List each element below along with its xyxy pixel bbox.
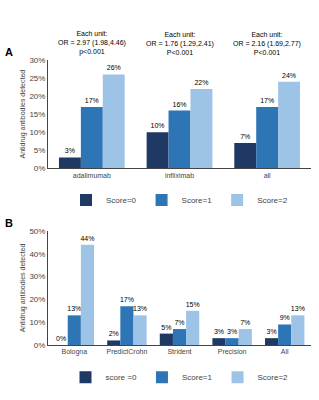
svg-text:5%: 5% <box>34 146 46 155</box>
svg-text:22%: 22% <box>194 79 208 86</box>
svg-text:44%: 44% <box>80 235 94 242</box>
svg-text:40%: 40% <box>29 250 45 259</box>
svg-text:7%: 7% <box>174 319 184 326</box>
svg-text:Score=1: Score=1 <box>182 373 213 382</box>
svg-text:Score=0: Score=0 <box>106 196 137 205</box>
svg-text:0%: 0% <box>34 341 46 350</box>
svg-text:Each unit:OR = 1.76 (1.29,2.41: Each unit:OR = 1.76 (1.29,2.41)P<0.001 <box>146 31 214 56</box>
svg-text:7%: 7% <box>240 319 250 326</box>
svg-text:10%: 10% <box>29 128 45 137</box>
svg-text:17%: 17% <box>120 296 134 303</box>
svg-text:Bologna: Bologna <box>61 348 87 356</box>
svg-text:24%: 24% <box>282 72 296 79</box>
svg-text:Strident: Strident <box>167 348 191 355</box>
svg-text:30%: 30% <box>29 56 45 65</box>
svg-text:B: B <box>5 217 13 229</box>
svg-text:13%: 13% <box>291 305 305 312</box>
svg-text:Precision: Precision <box>218 348 247 355</box>
svg-text:3%: 3% <box>65 147 75 154</box>
svg-text:20%: 20% <box>29 92 45 101</box>
svg-text:9%: 9% <box>280 314 290 321</box>
svg-text:16%: 16% <box>172 101 186 108</box>
svg-text:10%: 10% <box>151 122 165 129</box>
svg-text:25%: 25% <box>29 74 45 83</box>
svg-text:A: A <box>5 46 13 58</box>
svg-text:13%: 13% <box>133 305 147 312</box>
svg-text:10%: 10% <box>29 318 45 327</box>
svg-text:15%: 15% <box>186 301 200 308</box>
svg-text:26%: 26% <box>107 64 121 71</box>
svg-text:score =0: score =0 <box>106 373 137 382</box>
svg-text:adalimumab: adalimumab <box>73 172 111 179</box>
svg-text:all: all <box>264 172 271 179</box>
svg-text:2%: 2% <box>109 330 119 337</box>
svg-text:infliximab: infliximab <box>165 172 194 179</box>
svg-text:3%: 3% <box>266 328 276 335</box>
svg-text:0%: 0% <box>34 164 46 173</box>
svg-text:Each unit:OR = 2.16 (1.69,2.77: Each unit:OR = 2.16 (1.69,2.77)P<0.001 <box>233 31 301 56</box>
svg-text:3%: 3% <box>227 328 237 335</box>
svg-text:0%: 0% <box>56 335 66 342</box>
svg-text:13%: 13% <box>67 305 81 312</box>
svg-text:50%: 50% <box>29 227 45 236</box>
svg-text:17%: 17% <box>85 97 99 104</box>
svg-text:17%: 17% <box>260 97 274 104</box>
svg-text:Each unit:OR = 2.97 (1.98,4.46: Each unit:OR = 2.97 (1.98,4.46)p<0.001 <box>58 30 126 56</box>
svg-text:30%: 30% <box>29 272 45 281</box>
svg-text:Antidrug antibodies detected: Antidrug antibodies detected <box>19 70 27 159</box>
svg-text:All: All <box>281 348 289 355</box>
svg-text:Score=2: Score=2 <box>258 373 289 382</box>
svg-text:7%: 7% <box>240 133 250 140</box>
svg-text:20%: 20% <box>29 295 45 304</box>
svg-text:Score=1: Score=1 <box>182 196 213 205</box>
svg-text:PredictCrohn: PredictCrohn <box>106 348 147 355</box>
svg-text:Score=2: Score=2 <box>257 196 288 205</box>
svg-text:5%: 5% <box>161 324 171 331</box>
svg-text:15%: 15% <box>29 110 45 119</box>
svg-text:Antidrug antibodies detected: Antidrug antibodies detected <box>19 244 27 333</box>
svg-text:3%: 3% <box>214 328 224 335</box>
